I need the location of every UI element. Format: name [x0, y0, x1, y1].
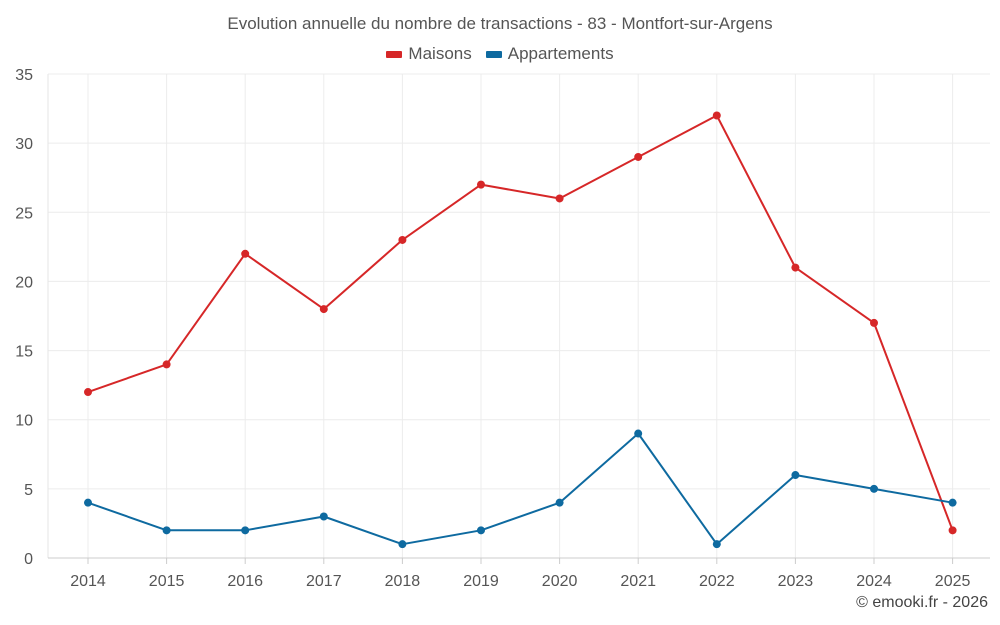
series-line-appartements [87, 432, 953, 546]
series-line-maisons [87, 114, 954, 531]
data-point-appartements[interactable] [870, 484, 878, 493]
x-tick-label: 2016 [227, 573, 263, 590]
legend-item-appartements[interactable]: Appartements [485, 44, 614, 64]
x-tick-label: 2019 [463, 573, 499, 590]
data-point-appartements[interactable] [162, 526, 171, 535]
data-point-appartements[interactable] [712, 540, 721, 549]
y-tick-label: 15 [15, 344, 33, 361]
data-point-appartements[interactable] [948, 498, 957, 507]
y-tick-label: 10 [15, 413, 33, 430]
data-point-maisons[interactable] [477, 180, 485, 189]
y-tick-label: 20 [15, 274, 33, 291]
data-point-maisons[interactable] [319, 305, 328, 314]
x-tick-label: 2017 [306, 573, 342, 590]
data-point-maisons[interactable] [241, 249, 250, 258]
x-tick-label: 2014 [70, 573, 106, 590]
y-tick-label: 30 [15, 136, 33, 153]
x-tick-label: 2024 [856, 573, 892, 590]
data-point-appartements[interactable] [319, 512, 328, 521]
y-tick-label: 25 [15, 205, 33, 222]
x-tick-label: 2020 [542, 573, 578, 590]
data-point-appartements[interactable] [84, 498, 92, 507]
data-point-maisons[interactable] [712, 111, 721, 120]
x-tick-label: 2025 [935, 573, 971, 590]
legend-label-appartements: Appartements [507, 44, 614, 63]
chart-title: Evolution annuelle du nombre de transact… [227, 14, 773, 33]
data-point-maisons[interactable] [948, 526, 957, 535]
data-point-maisons[interactable] [162, 360, 171, 369]
data-point-appartements[interactable] [791, 471, 800, 480]
data-point-appartements[interactable] [555, 498, 564, 507]
legend-item-maisons[interactable]: Maisons [386, 44, 472, 64]
data-point-appartements[interactable] [241, 526, 250, 535]
data-point-appartements[interactable] [634, 429, 643, 438]
data-point-maisons[interactable] [634, 152, 643, 161]
x-tick-label: 2018 [385, 573, 421, 590]
legend-label-maisons: Maisons [408, 44, 472, 63]
data-point-maisons[interactable] [398, 235, 407, 244]
data-point-maisons[interactable] [555, 194, 564, 203]
y-tick-label: 35 [15, 67, 33, 84]
data-point-appartements[interactable] [398, 540, 407, 549]
data-point-appartements[interactable] [477, 526, 485, 535]
x-tick-label: 2015 [149, 573, 185, 590]
x-tick-label: 2022 [699, 573, 735, 590]
y-tick-label: 0 [24, 551, 33, 568]
data-point-maisons[interactable] [84, 388, 92, 397]
data-point-maisons[interactable] [791, 263, 800, 272]
credit-text: © emooki.fr - 2026 [856, 594, 988, 611]
x-tick-label: 2023 [778, 573, 814, 590]
y-tick-label: 5 [24, 482, 33, 499]
legend-swatch-appartements [485, 50, 502, 58]
data-point-maisons[interactable] [870, 318, 878, 327]
x-tick-label: 2021 [620, 573, 656, 590]
legend: Maisons Appartements [0, 44, 1000, 64]
legend-swatch-maisons [386, 50, 403, 58]
